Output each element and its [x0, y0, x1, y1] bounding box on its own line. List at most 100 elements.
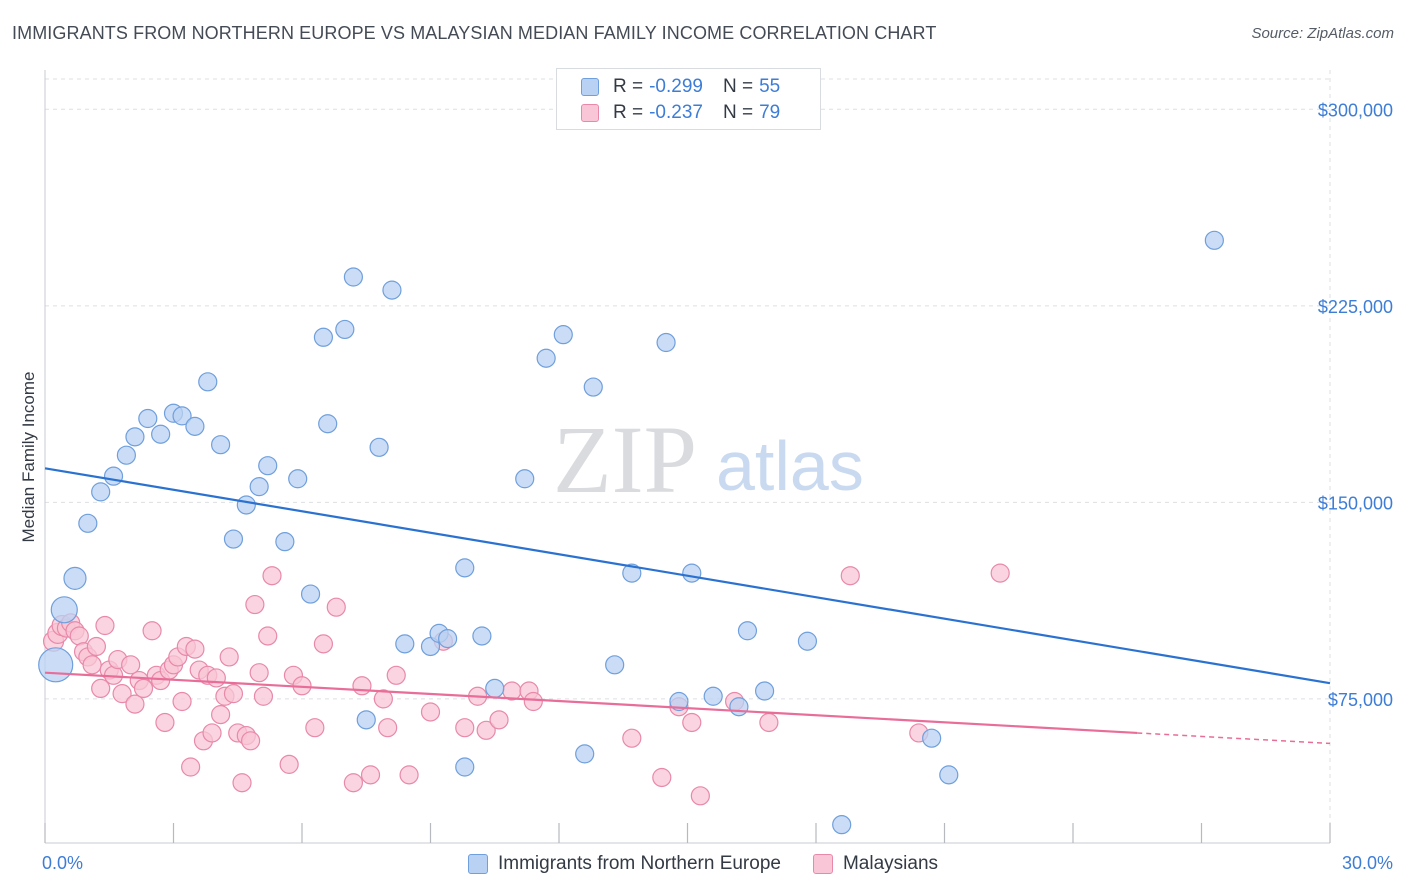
data-point — [249, 477, 269, 497]
data-point — [245, 594, 265, 615]
data-point — [352, 676, 372, 696]
data-point — [155, 712, 175, 733]
y-axis-label: Median Family Income — [19, 371, 38, 542]
source-credit: Source: ZipAtlas.com — [1251, 25, 1394, 42]
data-point — [356, 710, 376, 730]
y-tick-label: $150,000 — [1318, 493, 1393, 513]
x-tick-label: 30.0% — [1342, 853, 1393, 873]
trend-line-malaysians-extension — [1137, 732, 1331, 745]
data-point — [202, 723, 222, 743]
legend-item-northern-europe[interactable]: Immigrants from Northern Europe — [467, 853, 781, 875]
watermark-zip: ZIP — [553, 406, 697, 513]
watermark: ZIP atlas — [553, 406, 864, 513]
data-point — [682, 712, 702, 733]
malaysians-points — [42, 563, 1010, 806]
data-point — [990, 563, 1010, 583]
legend-item-malaysians[interactable]: Malaysians — [812, 853, 938, 875]
data-point — [515, 469, 535, 489]
legend-swatch-pink — [581, 104, 599, 122]
series-legend: Immigrants from Northern Europe Malaysia… — [0, 851, 1406, 877]
data-point — [343, 773, 363, 793]
data-point — [797, 631, 818, 651]
data-point — [369, 437, 389, 457]
data-point — [386, 665, 406, 685]
legend-swatch-pink — [812, 854, 833, 874]
data-point — [703, 686, 723, 706]
data-point — [151, 424, 171, 444]
data-point — [737, 621, 758, 641]
data-point — [313, 327, 334, 347]
data-point — [553, 325, 573, 345]
trend-line-northern-europe — [44, 467, 1331, 685]
data-point — [112, 684, 132, 704]
y-tick-label: $75,000 — [1328, 690, 1393, 710]
data-point — [69, 626, 89, 646]
data-point — [378, 718, 398, 738]
data-point — [373, 689, 393, 709]
r-value: -0.299 — [649, 76, 703, 97]
data-point — [840, 566, 860, 586]
data-point — [262, 566, 282, 586]
x-tick-label: 0.0% — [42, 853, 83, 873]
data-point — [536, 348, 556, 368]
n-label: N = — [722, 102, 754, 123]
data-point — [300, 584, 321, 604]
r-value: -0.237 — [649, 102, 703, 123]
data-point — [253, 686, 274, 706]
data-point — [754, 681, 775, 701]
data-point — [91, 678, 111, 699]
data-point — [223, 684, 244, 704]
data-point — [575, 744, 595, 764]
data-point — [682, 563, 702, 583]
data-point — [249, 663, 269, 683]
data-point — [78, 513, 98, 533]
data-point — [455, 718, 475, 738]
data-point — [288, 469, 308, 489]
data-point — [690, 786, 710, 806]
data-point — [832, 815, 852, 835]
data-point — [219, 647, 239, 667]
n-label: N = — [722, 76, 754, 97]
data-point — [86, 636, 107, 657]
axes — [44, 70, 1331, 844]
data-point — [656, 332, 676, 353]
data-point — [382, 280, 402, 300]
data-point — [523, 691, 543, 712]
data-point — [605, 655, 625, 675]
data-point — [103, 466, 124, 486]
data-point — [399, 765, 419, 785]
data-point — [438, 629, 458, 649]
data-point — [38, 647, 74, 683]
data-point — [206, 668, 226, 688]
data-point — [185, 639, 205, 659]
data-point — [236, 495, 256, 515]
r-label: R = — [613, 76, 644, 97]
northern-europe-points — [38, 230, 1224, 835]
data-point — [485, 678, 505, 699]
data-point — [1204, 230, 1224, 250]
data-point — [455, 757, 475, 777]
watermark-atlas: atlas — [716, 427, 864, 505]
data-point — [50, 596, 78, 624]
y-tick-label: $225,000 — [1318, 297, 1393, 317]
data-point — [420, 702, 441, 722]
data-point — [95, 615, 115, 636]
data-point — [125, 427, 145, 447]
data-point — [455, 558, 475, 578]
data-point — [181, 757, 201, 777]
data-point — [138, 408, 158, 429]
data-point — [313, 634, 334, 654]
data-point — [472, 626, 492, 646]
data-point — [360, 765, 381, 785]
data-point — [63, 566, 87, 590]
data-point — [489, 710, 509, 730]
data-point — [116, 445, 136, 465]
data-point — [232, 773, 252, 793]
n-value: 55 — [759, 76, 781, 97]
data-point — [185, 416, 205, 436]
legend-swatch-blue — [581, 78, 599, 96]
data-point — [305, 718, 325, 738]
data-point — [258, 626, 278, 646]
data-point — [275, 532, 295, 552]
data-point — [318, 414, 338, 434]
